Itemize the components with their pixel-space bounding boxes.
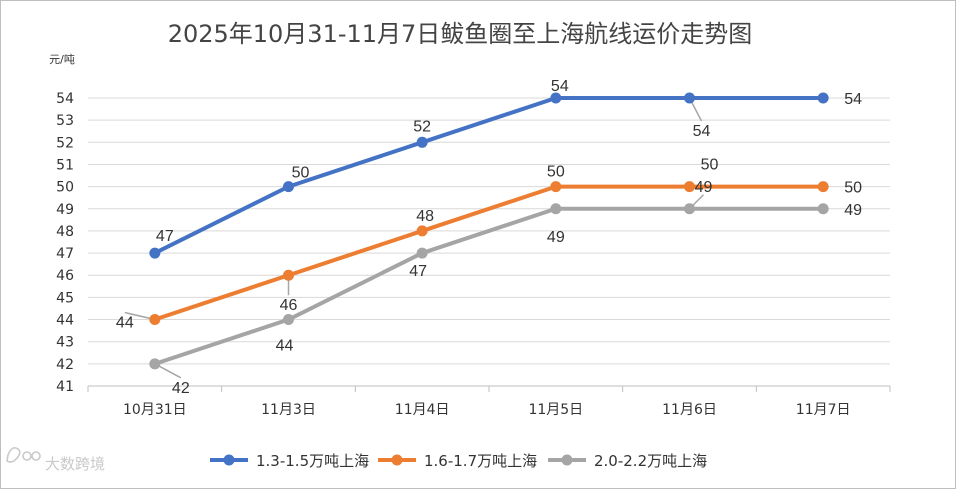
x-axis: 10月31日 11月3日 11月4日 11月5日 11月6日 11月7日 [87,385,891,418]
data-point [283,314,294,326]
data-point [684,92,695,104]
legend-item: 2.0-2.2万吨上海 [548,452,707,470]
data-label: 47 [156,228,174,245]
data-point [550,181,562,193]
series-lines [149,92,829,370]
series-line-2 [152,184,826,322]
data-label: 50 [292,165,310,182]
legend-swatch-marker [561,454,573,466]
data-label: 50 [701,157,719,174]
data-label: 44 [276,338,294,355]
data-point [550,203,562,215]
data-point [684,203,695,215]
y-tick-label: 48 [56,224,74,240]
watermark: 大数跨境 [6,447,105,473]
data-point [817,181,829,193]
legend-swatch-marker [223,454,235,466]
data-label: 42 [172,380,190,397]
y-tick-label: 46 [56,268,74,284]
data-label: 49 [695,179,713,196]
data-label: 50 [844,180,862,197]
watermark-text: 大数跨境 [45,455,105,473]
data-label: 48 [416,208,434,225]
chart-title: 2025年10月31-11月7日鲅鱼圈至上海航线运价走势图 [168,20,753,48]
legend-item: 1.6-1.7万吨上海 [378,452,537,470]
data-label: 54 [693,123,711,140]
data-label: 47 [409,263,427,280]
data-point [149,314,161,326]
series-line-1 [152,96,826,256]
data-label: 46 [280,297,298,314]
x-tick-label: 11月5日 [528,402,583,418]
y-tick-label: 52 [56,135,74,151]
watermark-logo-icon [6,447,41,463]
data-point [550,92,562,104]
legend-label: 1.3-1.5万吨上海 [256,452,369,470]
legend: 1.3-1.5万吨上海 1.6-1.7万吨上海 2.0-2.2万吨上海 [210,452,707,470]
x-tick-label: 10月31日 [123,402,187,418]
legend-label: 1.6-1.7万吨上海 [424,452,537,470]
x-tick-label: 11月3日 [261,402,316,418]
y-tick-label: 49 [56,202,74,218]
x-tick-label: 11月7日 [796,402,851,418]
data-label: 49 [844,202,862,219]
data-label: 52 [413,118,431,135]
data-label: 54 [551,78,569,95]
data-point [149,358,161,370]
data-point [416,247,428,259]
y-tick-label: 54 [56,91,74,107]
y-tick-label: 47 [56,246,74,262]
x-tick-label: 11月4日 [395,402,450,418]
y-tick-label: 51 [56,157,74,173]
data-point [283,269,294,281]
legend-item: 1.3-1.5万吨上海 [210,452,369,470]
legend-label: 2.0-2.2万吨上海 [594,452,707,470]
y-tick-label: 53 [56,113,74,129]
data-point [817,92,829,104]
y-tick-label: 42 [56,357,74,373]
legend-swatch-marker [391,454,403,466]
data-label: 50 [547,164,565,181]
data-point [684,181,695,193]
data-label: 54 [844,91,862,108]
y-tick-label: 45 [56,290,74,306]
y-axis-ticks: 41 42 43 44 45 46 47 48 49 50 51 52 53 54 [56,91,74,395]
data-labels: 47 50 52 54 54 54 44 46 48 50 50 50 42 44 47 49 49 49 [116,78,862,397]
data-point [283,181,294,193]
data-point [817,203,829,215]
y-tick-label: 50 [56,180,74,196]
data-point [149,247,161,259]
data-label: 49 [547,229,565,246]
y-tick-label: 44 [56,313,74,329]
series-line-3 [152,206,826,366]
y-axis-unit-label: 元/吨 [49,53,75,66]
y-tick-label: 43 [56,335,74,351]
data-label: 44 [116,315,134,332]
x-tick-label: 11月6日 [662,402,717,418]
y-tick-label: 41 [56,379,74,395]
data-point [416,225,428,237]
data-point [416,136,428,148]
